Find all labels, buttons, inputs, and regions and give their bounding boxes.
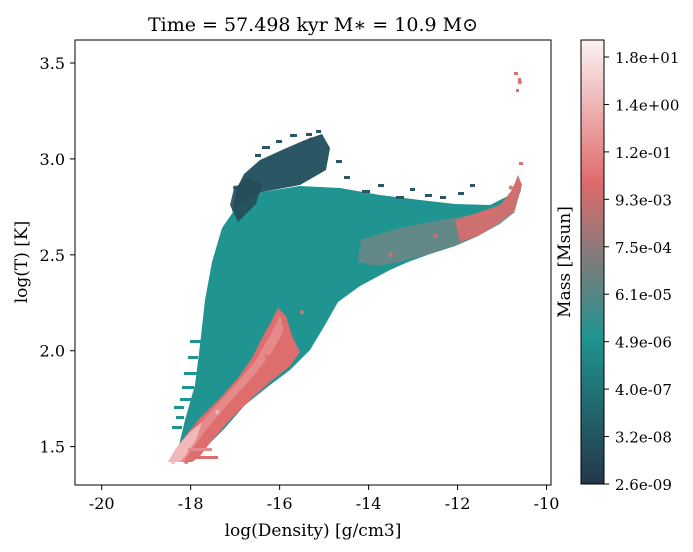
region-sample-point <box>268 156 273 162</box>
colorbar-label: Mass [Msun] <box>555 206 575 318</box>
plot-area <box>168 72 523 465</box>
region-sample-point <box>232 185 238 190</box>
y-axis-label: log(T) [K] <box>12 221 32 304</box>
colorbar-tick-label: 4.9e-06 <box>615 334 672 352</box>
x-axis-label: log(Density) [g/cm3] <box>225 521 402 541</box>
region-sample-point <box>313 214 318 219</box>
colorbar-tick-label: 3.2e-08 <box>615 429 672 447</box>
region-sample-point <box>517 79 523 85</box>
x-tick-label: -12 <box>445 494 471 513</box>
y-tick-label: 3.5 <box>40 54 65 73</box>
cold-tail-region <box>168 422 202 462</box>
x-tick-label: -18 <box>178 494 204 513</box>
region-sample-point <box>170 459 176 465</box>
hot-fringe <box>230 178 262 222</box>
x-axis: -20 -18 -16 -14 -12 -10 <box>89 485 560 513</box>
region-sample-point <box>219 252 225 258</box>
region-sample-point <box>206 310 211 315</box>
outlier-points <box>514 72 523 165</box>
x-tick-label: -10 <box>534 494 560 513</box>
colorbar-tick-label: 2.6e-09 <box>615 476 672 494</box>
region-sample-point <box>184 459 189 465</box>
colorbar-ticks: 2.6e-09 3.2e-08 4.0e-07 4.9e-06 6.1e-05 7.5e-… <box>604 49 679 494</box>
region-sample-point <box>308 137 313 142</box>
colorbar <box>580 39 605 485</box>
colorbar-tick-label: 1.4e+00 <box>615 96 679 114</box>
region-sample-point <box>357 243 362 248</box>
plot-frame <box>74 39 552 486</box>
dense-ridge-region <box>455 175 522 242</box>
y-tick-label: 3.0 <box>40 150 65 169</box>
region-sample-point <box>255 223 260 229</box>
region-sample-point <box>237 390 242 396</box>
region-sample-point <box>281 329 287 334</box>
region-sample-point <box>210 425 216 430</box>
region-sample-point <box>482 210 487 215</box>
colorbar-tick-label: 6.1e-05 <box>615 286 672 304</box>
region-sample-point <box>299 310 305 315</box>
region-sample-point <box>192 434 198 440</box>
region-sample-point <box>388 252 394 258</box>
y-tick-label: 2.5 <box>40 246 65 265</box>
x-tick-label: -16 <box>267 494 293 513</box>
region-sample-point <box>215 409 220 415</box>
x-tick-label: -20 <box>89 494 115 513</box>
x-tick-label: -14 <box>356 494 382 513</box>
region-sample-point <box>433 233 438 238</box>
speckle-fringe <box>255 130 475 199</box>
region-sample-point <box>264 354 269 359</box>
colorbar-tick-label: 9.3e-03 <box>615 191 672 209</box>
y-tick-label: 2.0 <box>40 342 65 361</box>
y-axis: 1.5 2.0 2.5 3.0 3.5 <box>40 54 75 457</box>
lowT-fringe <box>172 340 218 459</box>
region-sample-point <box>508 185 514 190</box>
colorbar-tick-label: 1.2e-01 <box>615 144 672 162</box>
y-tick-label: 1.5 <box>40 438 65 457</box>
colorbar-tick-label: 1.8e+01 <box>615 49 679 67</box>
colorbar-tick-label: 4.0e-07 <box>615 381 672 399</box>
colorbar-tick-label: 7.5e-04 <box>615 239 672 257</box>
chart-title: Time = 57.498 kyr M∗ = 10.9 M⊙ <box>148 14 478 36</box>
